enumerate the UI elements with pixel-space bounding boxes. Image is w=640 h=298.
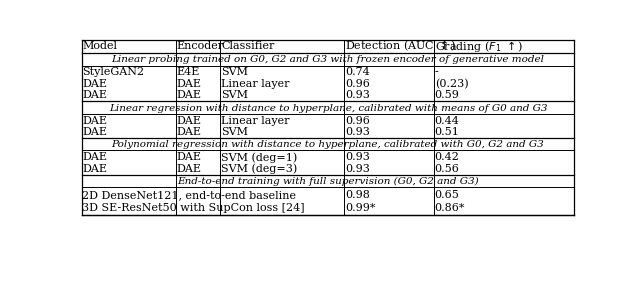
Text: 0.44: 0.44 [435, 116, 460, 126]
Text: Classifier: Classifier [221, 41, 275, 51]
Text: SVM (deg=1): SVM (deg=1) [221, 152, 298, 163]
Text: DAE: DAE [83, 164, 108, 174]
Text: (0.23): (0.23) [435, 79, 468, 89]
Text: SVM: SVM [221, 127, 248, 137]
Text: DAE: DAE [83, 90, 108, 100]
Text: StyleGAN2: StyleGAN2 [83, 67, 145, 77]
Text: 0.98: 0.98 [346, 190, 370, 200]
Text: Linear regression with distance to hyperplane, calibrated with means of G0 and G: Linear regression with distance to hyper… [109, 103, 547, 113]
Text: DAE: DAE [177, 164, 202, 174]
Text: 3D SE-ResNet50 with SupCon loss [24]: 3D SE-ResNet50 with SupCon loss [24] [83, 203, 305, 213]
Text: Linear probing trained on G0, G2 and G3 with frozen encoder of generative model: Linear probing trained on G0, G2 and G3 … [111, 55, 545, 64]
Text: DAE: DAE [177, 79, 202, 89]
Text: Linear layer: Linear layer [221, 116, 290, 126]
Text: Detection (AUC $\uparrow$): Detection (AUC $\uparrow$) [346, 39, 456, 53]
Text: DAE: DAE [83, 79, 108, 89]
Text: 0.93: 0.93 [346, 152, 370, 162]
Text: 0.86*: 0.86* [435, 203, 465, 213]
Text: Grading ($F_1$ $\uparrow$): Grading ($F_1$ $\uparrow$) [435, 38, 523, 54]
Text: DAE: DAE [177, 116, 202, 126]
Text: 0.74: 0.74 [346, 67, 370, 77]
Text: 0.65: 0.65 [435, 190, 460, 200]
Text: 0.96: 0.96 [346, 116, 370, 126]
Text: DAE: DAE [83, 116, 108, 126]
Text: End-to-end training with full supervision (G0, G2 and G3): End-to-end training with full supervisio… [177, 177, 479, 186]
Text: Model: Model [83, 41, 118, 51]
Text: 0.51: 0.51 [435, 127, 460, 137]
Text: 0.99*: 0.99* [346, 203, 376, 213]
Text: 0.93: 0.93 [346, 90, 370, 100]
Text: 0.56: 0.56 [435, 164, 460, 174]
Text: DAE: DAE [177, 90, 202, 100]
Text: DAE: DAE [177, 127, 202, 137]
Text: 0.59: 0.59 [435, 90, 460, 100]
Text: Encoder: Encoder [177, 41, 224, 51]
Text: E4E: E4E [177, 67, 200, 77]
Text: 0.93: 0.93 [346, 164, 370, 174]
Text: Linear layer: Linear layer [221, 79, 290, 89]
Text: 0.96: 0.96 [346, 79, 370, 89]
Text: DAE: DAE [83, 127, 108, 137]
Text: -: - [435, 67, 438, 77]
Text: 0.93: 0.93 [346, 127, 370, 137]
Text: SVM: SVM [221, 67, 248, 77]
Text: DAE: DAE [83, 152, 108, 162]
Text: SVM (deg=3): SVM (deg=3) [221, 164, 298, 174]
Text: SVM: SVM [221, 90, 248, 100]
Text: 0.42: 0.42 [435, 152, 460, 162]
Text: DAE: DAE [177, 152, 202, 162]
Text: Polynomial regression with distance to hyperplane, calibrated with G0, G2 and G3: Polynomial regression with distance to h… [111, 140, 545, 149]
Text: 2D DenseNet121, end-to-end baseline: 2D DenseNet121, end-to-end baseline [83, 190, 296, 200]
